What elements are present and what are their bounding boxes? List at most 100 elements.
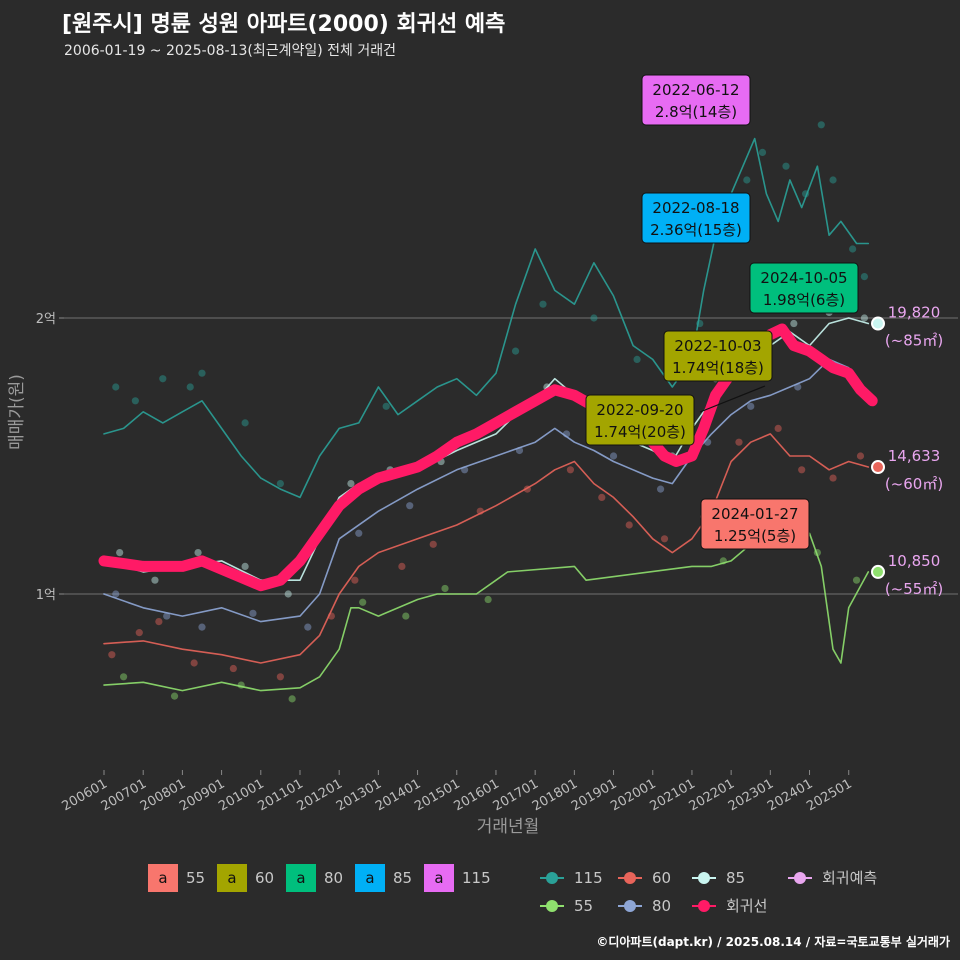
legend-line-dot [546,900,558,912]
end-value-label: 19,820 [888,304,941,322]
scatter-point [276,480,284,488]
legend-fill-key [355,864,385,892]
scatter-point [119,673,128,681]
scatter-point [229,664,237,673]
scatter-point [402,612,410,620]
scatter-point [382,402,390,410]
legend-line-label: 60 [652,869,671,887]
legend-fill-key [217,864,247,892]
scatter-point [406,502,414,510]
scatter-point [194,549,202,557]
legend-fill-glyph: a [158,869,167,887]
scatter-point [163,612,171,620]
legend-line-label: 80 [652,897,671,915]
legend-line-label: 회귀선 [726,897,767,915]
legend-fill-label: 115 [462,869,491,887]
legend-line-label: 115 [574,869,603,887]
scatter-point [304,623,312,631]
scatter-point [441,584,449,593]
annotation-date: 2022-09-20 [596,401,683,419]
scatter-point [398,562,406,571]
scatter-point [116,549,124,557]
scatter-point [566,466,575,474]
chart-title: [원주시] 명륜 성원 아파트(2000) 회귀선 예측 [62,12,506,37]
scatter-point [159,375,167,383]
scatter-point [539,300,547,308]
legend-fill-label: 85 [393,869,412,887]
y-axis-title: 매매가(원) [7,374,27,450]
scatter-point [860,314,869,322]
annotation-price: 1.74억(18층) [672,359,764,377]
scatter-point [860,273,869,281]
legend-line-dot [546,872,558,884]
scatter-point [241,419,249,427]
scatter-point [609,452,618,460]
annotation-box [585,394,695,446]
scatter-point [633,355,641,363]
scatter-point [798,466,806,474]
annotation-price: 1.74억(20층) [594,423,686,441]
scatter-point [829,474,837,482]
scatter-point [790,319,798,328]
scatter-point [856,452,865,460]
scatter-point [288,695,296,703]
series-line-l60 [103,433,870,664]
scatter-point [112,383,120,391]
x-tick-label: 202501 [804,776,854,814]
annotation-date: 2022-08-18 [652,199,739,217]
annotation-leader [699,385,766,413]
end-area-label: (~85㎡) [885,332,943,350]
annotation-date: 2022-10-03 [674,337,761,355]
legend-line-label: 회귀예측 [822,869,877,887]
legend-line-dot [698,900,710,912]
legend-fill-key [286,864,316,892]
x-axis-title: 거래년월 [477,817,540,837]
scatter-point [660,535,669,543]
scatter-point [355,529,363,537]
legend-line-dot [624,872,636,884]
scatter-point [241,562,249,571]
legend-fill-label: 55 [186,869,205,887]
legend-line-dot [794,872,806,884]
scatter-point [590,314,598,322]
scatter-point [198,369,206,377]
scatter-point [743,176,751,184]
annotation-date: 2024-10-05 [760,269,847,287]
y-tick-label: 1억 [36,588,56,603]
scatter-point [625,521,633,529]
scatter-point [656,485,665,493]
legend-fill-glyph: a [365,869,374,887]
scatter-point [852,576,861,584]
scatter-point [747,402,755,410]
credit-text: ©디아파트(dapt.kr) / 2025.08.14 / 자료=국토교통부 실… [596,935,950,949]
scatter-point [849,245,857,253]
legend-line-dot [698,872,710,884]
end-value-label: 10,850 [888,552,941,570]
legend-fill-label: 80 [324,869,343,887]
scatter-point [198,623,206,631]
forecast-point [871,460,885,475]
scatter-point [170,692,179,700]
forecast-point [871,316,885,331]
scatter-point [347,480,355,488]
annotation-price: 2.8억(14층) [655,103,737,121]
scatter-point [186,383,194,391]
end-area-label: (~60㎡) [885,475,943,493]
annotation-box [749,262,859,314]
legend-fill-glyph: a [434,869,443,887]
legend-line-label: 85 [726,869,745,887]
scatter-point [735,438,743,446]
scatter-point [782,162,790,170]
annotation-box [641,192,751,244]
chart-subtitle: 2006-01-19 ~ 2025-08-13(최근계약일) 전체 거래건 [64,43,396,59]
scatter-point [817,121,825,129]
scatter-point [112,590,120,598]
scatter-point [249,609,257,617]
scatter-point [155,618,163,626]
scatter-point [284,590,292,598]
legend-fill-label: 60 [255,869,274,887]
scatter-point [829,176,837,184]
series-line-l80 [103,358,850,623]
scatter-point [429,540,437,548]
annotation-box [700,498,810,550]
